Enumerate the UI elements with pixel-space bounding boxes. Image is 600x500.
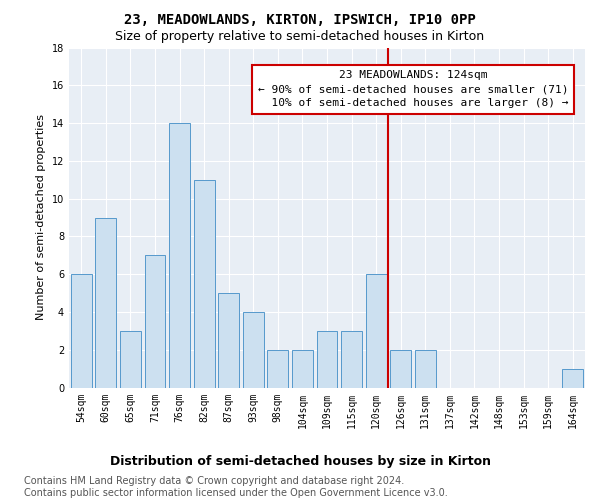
Bar xyxy=(71,274,92,388)
Bar xyxy=(292,350,313,388)
Bar xyxy=(562,368,583,388)
Bar xyxy=(194,180,215,388)
Text: 23 MEADOWLANDS: 124sqm
← 90% of semi-detached houses are smaller (71)
  10% of s: 23 MEADOWLANDS: 124sqm ← 90% of semi-det… xyxy=(258,70,568,108)
Bar xyxy=(169,123,190,388)
Text: Distribution of semi-detached houses by size in Kirton: Distribution of semi-detached houses by … xyxy=(110,455,491,468)
Bar xyxy=(390,350,411,388)
Text: 23, MEADOWLANDS, KIRTON, IPSWICH, IP10 0PP: 23, MEADOWLANDS, KIRTON, IPSWICH, IP10 0… xyxy=(124,12,476,26)
Bar xyxy=(243,312,264,388)
Bar xyxy=(341,331,362,388)
Bar xyxy=(120,331,141,388)
Bar xyxy=(317,331,337,388)
Text: Size of property relative to semi-detached houses in Kirton: Size of property relative to semi-detach… xyxy=(115,30,485,43)
Bar xyxy=(145,256,166,388)
Y-axis label: Number of semi-detached properties: Number of semi-detached properties xyxy=(36,114,46,320)
Text: Contains HM Land Registry data © Crown copyright and database right 2024.
Contai: Contains HM Land Registry data © Crown c… xyxy=(24,476,448,498)
Bar xyxy=(268,350,289,388)
Bar xyxy=(415,350,436,388)
Bar xyxy=(95,218,116,388)
Bar xyxy=(365,274,386,388)
Bar xyxy=(218,293,239,388)
